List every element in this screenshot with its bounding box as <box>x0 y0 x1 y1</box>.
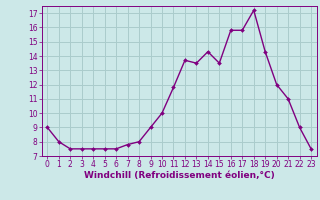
X-axis label: Windchill (Refroidissement éolien,°C): Windchill (Refroidissement éolien,°C) <box>84 171 275 180</box>
